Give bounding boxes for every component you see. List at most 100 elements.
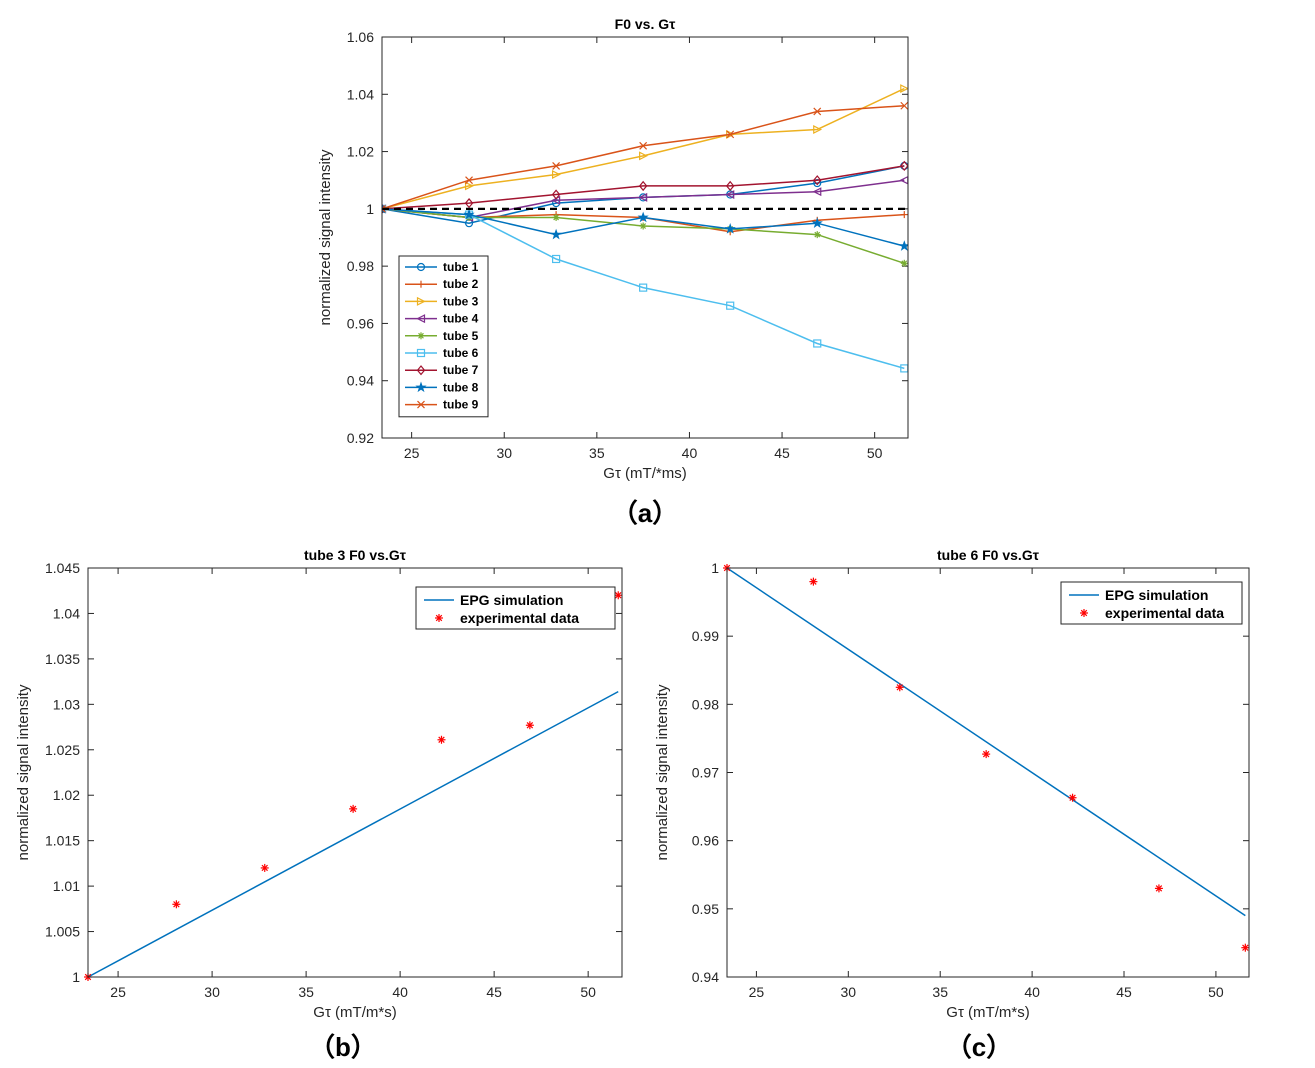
legend-label: tube 9 — [443, 398, 479, 412]
x-axis-label: Gτ (mT/m*s) — [946, 1004, 1029, 1021]
y-tick-label: 1.015 — [45, 833, 80, 849]
y-tick-label: 0.94 — [692, 969, 719, 985]
data-point — [525, 721, 534, 730]
data-point — [1068, 793, 1077, 802]
y-tick-label: 1.005 — [45, 924, 80, 940]
triangle-right-marker — [639, 151, 648, 161]
pentagram-marker — [463, 208, 475, 220]
plot-area — [88, 568, 622, 977]
ast-d2 — [1155, 885, 1163, 892]
data-point — [813, 339, 822, 348]
x-tick-label: 40 — [392, 984, 408, 1000]
ast-d2 — [982, 750, 990, 758]
data-point — [552, 213, 560, 221]
x-tick-label: 30 — [204, 984, 220, 1000]
pentagram-marker — [637, 211, 649, 223]
ast-d2 — [173, 901, 180, 908]
ast-d2 — [1242, 944, 1249, 951]
chart-title: F0 vs. Gτ — [615, 16, 676, 32]
plot-series — [382, 84, 908, 373]
triangle-right-marker — [900, 84, 908, 94]
legend-label: EPG simulation — [460, 592, 563, 608]
square-marker — [416, 348, 426, 358]
pentagram-marker — [898, 240, 908, 251]
ast-d2 — [901, 260, 908, 267]
x-tick-label: 35 — [932, 984, 948, 1000]
legend-marker — [416, 348, 426, 358]
square-marker — [639, 283, 648, 292]
pentagram-marker — [811, 217, 823, 228]
legend-label: tube 8 — [443, 380, 479, 394]
y-axis-label: normalized signal intensity — [317, 149, 334, 325]
circle-marker — [416, 262, 426, 272]
data-point — [551, 170, 561, 179]
data-point — [638, 180, 648, 192]
x-tick-label: 30 — [841, 984, 857, 1000]
data-point — [724, 223, 736, 234]
data-point — [464, 197, 474, 209]
data-point — [900, 259, 908, 267]
data-point — [900, 160, 908, 172]
legend-label: tube 5 — [443, 329, 479, 343]
legend-box — [1060, 581, 1243, 625]
series-line — [382, 87, 905, 210]
legend-label: tube 6 — [443, 346, 479, 360]
data-point — [726, 301, 735, 310]
data-point — [813, 125, 823, 134]
data-point — [812, 175, 822, 186]
ast-d2 — [438, 736, 445, 744]
x-b — [900, 101, 908, 110]
x-tick-label: 50 — [580, 984, 596, 1000]
axes-frame — [726, 567, 1250, 978]
fit-line — [726, 567, 1246, 917]
x-b — [639, 141, 648, 150]
legend-marker — [416, 365, 426, 376]
data-point — [639, 283, 648, 292]
legend-marker — [417, 280, 425, 288]
data-point — [900, 211, 908, 219]
x-a — [382, 208, 386, 213]
legend-label: tube 1 — [443, 260, 479, 274]
data-point — [638, 192, 648, 202]
x-axis-label: Gτ (mT/m*s) — [313, 1004, 396, 1021]
legend-label: experimental data — [1105, 605, 1224, 621]
legend-label: tube 3 — [443, 294, 479, 308]
data-point — [637, 211, 649, 223]
y-tick-label: 0.98 — [692, 696, 719, 712]
data-point — [813, 231, 821, 239]
y-tick-label: 1.06 — [347, 29, 374, 45]
triangle-right-marker — [813, 125, 823, 134]
x-tick-label: 40 — [682, 445, 698, 461]
triangle-left-marker — [638, 192, 648, 202]
legend-label: EPG simulation — [1105, 587, 1208, 603]
ast-d2 — [553, 214, 559, 221]
y-tick-label: 1.04 — [53, 605, 80, 621]
legend-box — [415, 586, 616, 630]
chart-title: tube 6 F0 vs.Gτ — [937, 547, 1040, 563]
data-point — [550, 228, 562, 240]
square-marker — [726, 301, 735, 310]
legend-marker — [417, 332, 425, 340]
panel-c: 25 30 35 40 45 50 0.94 0.95 0.96 0.97 0.98 0.99 1 Gτ … — [654, 547, 1250, 1062]
data-point — [725, 190, 735, 200]
diamond-marker — [416, 365, 426, 376]
ast-d2 — [896, 684, 903, 691]
triangle-right-marker — [551, 170, 561, 179]
y-tick-label: 1.02 — [347, 144, 374, 160]
ast-d2 — [814, 231, 821, 238]
legend-label: experimental data — [460, 610, 579, 626]
panel-b: 25 30 35 40 45 50 1 1.005 1.01 1.015 1.02 1.025 1.03… — [15, 547, 623, 1062]
y-tick-label: 1.035 — [45, 651, 80, 667]
caption-b: （b） — [309, 1032, 377, 1062]
chart-title: tube 3 F0 vs.Gτ — [304, 547, 407, 563]
legend-marker — [416, 296, 426, 306]
data-point — [895, 683, 904, 692]
y-tick-label: 0.99 — [692, 628, 719, 644]
data-point — [552, 161, 561, 170]
x-b — [726, 130, 735, 139]
data-point — [614, 591, 623, 600]
y-tick-label: 1.02 — [53, 787, 80, 803]
y-tick-label: 1.04 — [347, 86, 374, 102]
legend-marker — [416, 262, 426, 272]
